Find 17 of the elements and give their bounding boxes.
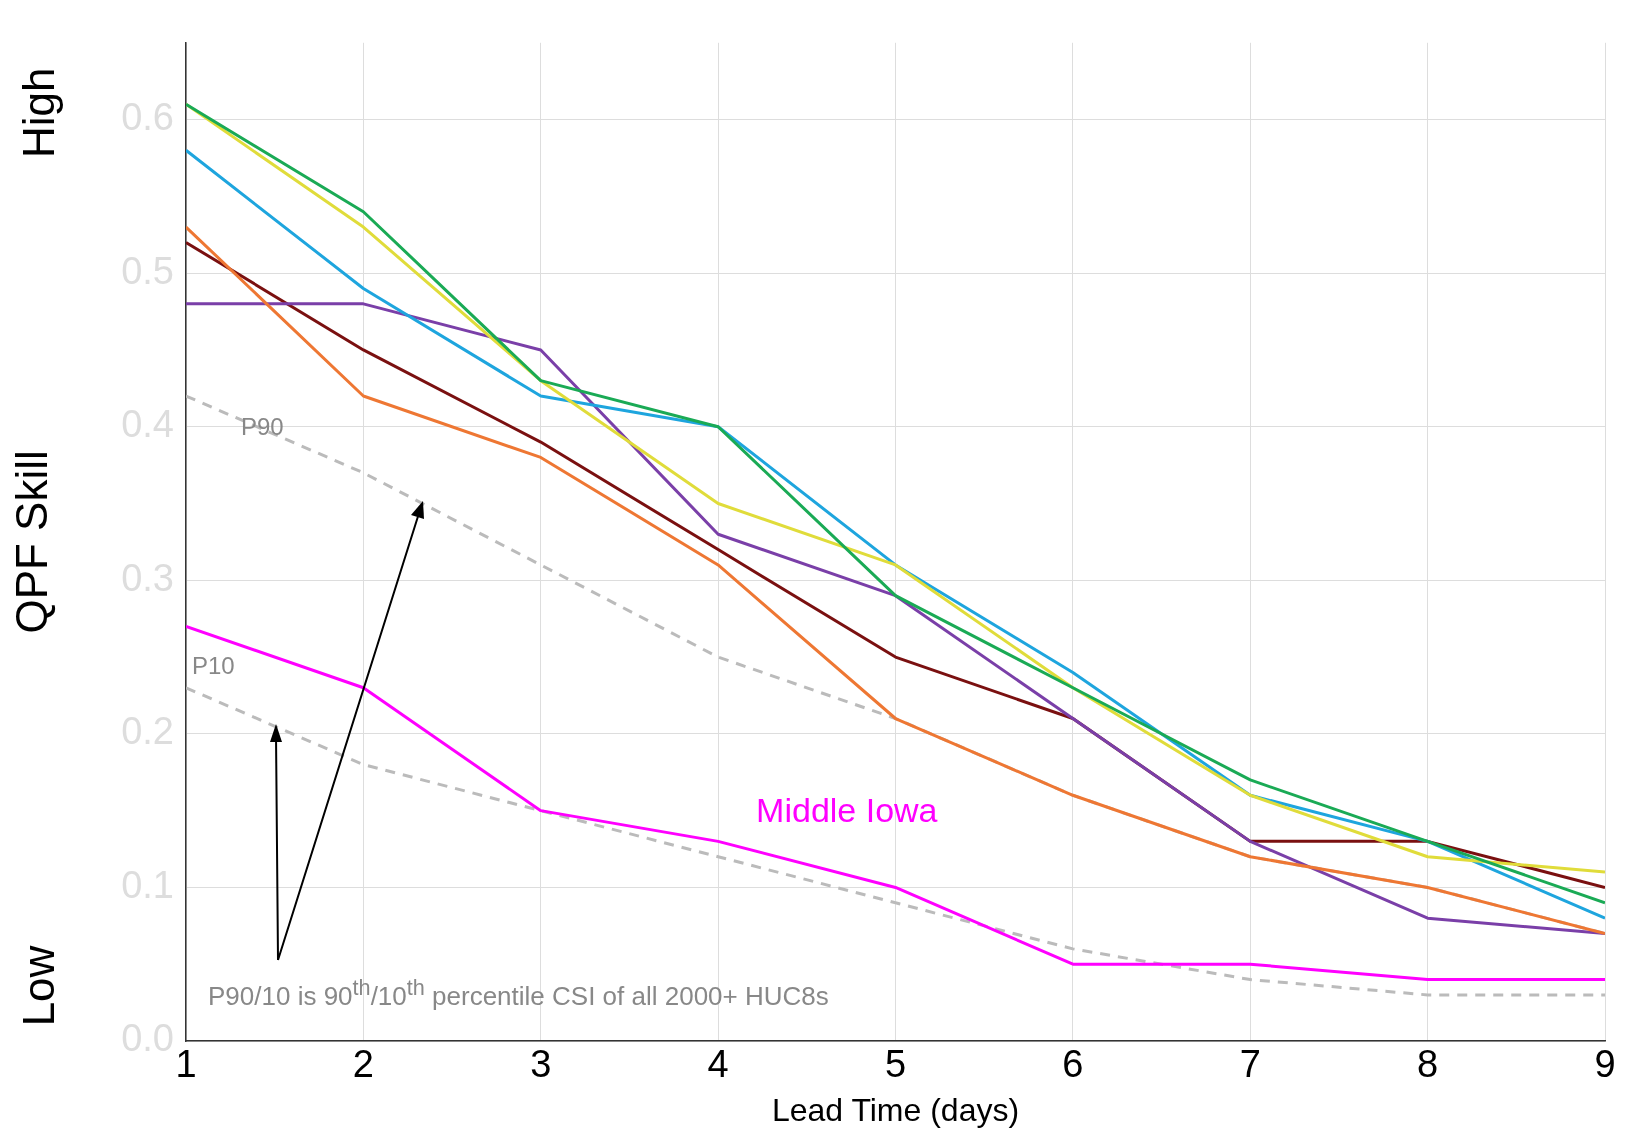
x-tick-label: 1 — [175, 1043, 197, 1086]
annotation: P90/10 is 90$^{th}$/10$^{th}$ percentile CSI of all 2000+ HUC8s — [208, 975, 829, 1012]
series-label: P90 — [241, 412, 284, 440]
series-label: Middle Iowa — [756, 790, 938, 829]
x-tick-label: 9 — [1594, 1043, 1616, 1086]
x-tick-label: 8 — [1417, 1043, 1439, 1086]
x-axis-title: Lead Time (days) — [771, 1091, 1020, 1128]
x-tick-label: 5 — [884, 1043, 907, 1086]
x-tick-label: 4 — [707, 1043, 729, 1086]
text: High — [14, 67, 64, 159]
x-tick-label: 3 — [530, 1043, 552, 1086]
series-label: P10 — [192, 652, 235, 680]
x-tick-label: 7 — [1239, 1043, 1261, 1086]
text: Low — [14, 945, 64, 1027]
x-tick-label: 6 — [1062, 1043, 1084, 1086]
x-tick-label: 2 — [352, 1043, 374, 1086]
y-axis-title: QPF Skill — [6, 450, 56, 634]
